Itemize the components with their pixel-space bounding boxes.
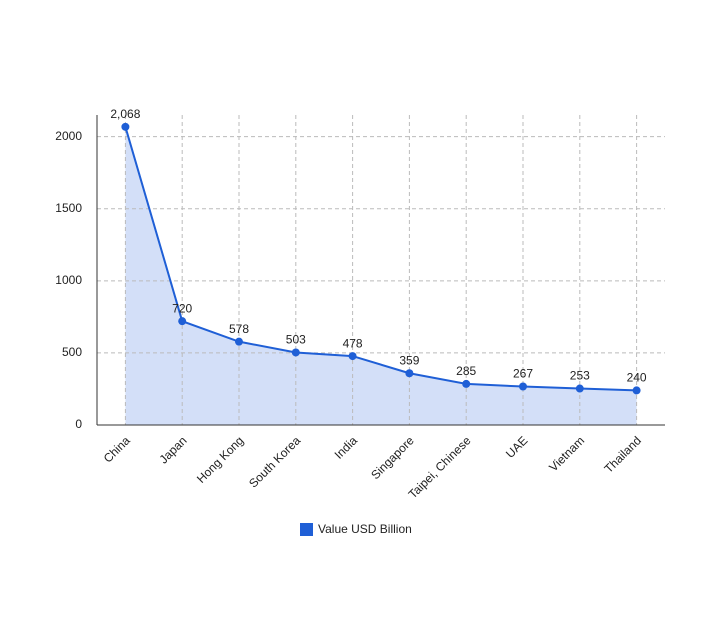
y-tick-label: 2000	[55, 129, 82, 143]
data-label: 359	[399, 353, 419, 367]
data-label: 478	[343, 336, 363, 350]
data-label: 240	[627, 371, 647, 385]
x-tick-label: UAE	[503, 433, 530, 460]
point	[575, 384, 584, 393]
point	[291, 348, 300, 357]
point	[235, 337, 243, 346]
legend-label: Value USD Billion	[318, 522, 412, 536]
data-label: 253	[570, 369, 590, 383]
y-tick-label: 1500	[55, 201, 82, 215]
data-label: 503	[286, 333, 306, 347]
data-label: 2,068	[110, 107, 140, 121]
point	[405, 369, 414, 378]
point	[632, 386, 641, 395]
x-tick-label: Japan	[157, 433, 190, 466]
legend-swatch	[300, 523, 313, 536]
x-tick-label: China	[101, 433, 133, 465]
area	[125, 126, 637, 426]
point	[519, 382, 527, 391]
data-label: 578	[229, 322, 249, 336]
y-tick-label: 1000	[55, 273, 82, 287]
line	[124, 126, 637, 392]
x-tick-label: South Korea	[246, 433, 303, 490]
x-tick-label: Hong Kong	[194, 433, 246, 485]
x-tick-label: India	[332, 433, 361, 462]
data-label: 720	[172, 301, 192, 315]
data-label: 267	[513, 367, 533, 381]
x-tick-label: Thailand	[602, 433, 644, 475]
point	[348, 352, 357, 361]
point	[121, 122, 130, 131]
point	[178, 317, 187, 326]
x-tick-label: Singapore	[368, 433, 417, 482]
y-tick-label: 500	[62, 345, 82, 359]
y-tick-label: 0	[75, 417, 82, 431]
point	[462, 379, 471, 388]
data-label: 285	[456, 364, 476, 378]
x-tick-label: Vietnam	[546, 433, 587, 474]
